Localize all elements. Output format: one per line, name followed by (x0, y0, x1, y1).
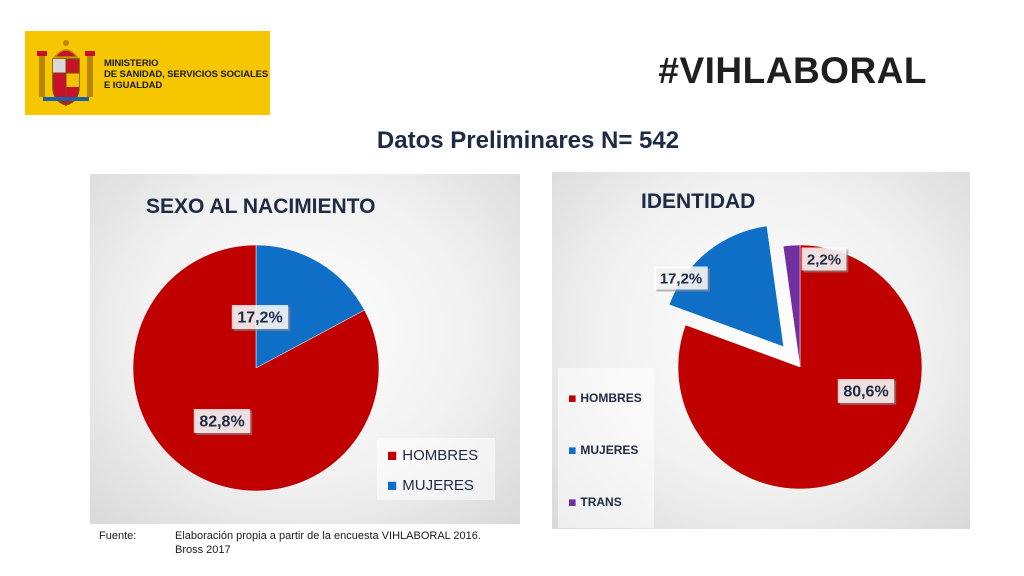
data-label: 80,6% (837, 379, 897, 405)
ministry-logo: MINISTERIO DE SANIDAD, SERVICIOS SOCIALE… (25, 31, 270, 115)
pie-chart-identidad: 2,2% 17,2% 80,6% HOMBRES MUJERES TRANS (558, 225, 923, 528)
data-label-text: 80,6% (843, 384, 888, 401)
ministry-line: MINISTERIO (104, 58, 159, 69)
page-title: Datos Preliminares N= 542 (376, 127, 680, 154)
hashtag-title: #VIHLABORAL (658, 50, 927, 91)
legend-item: MUJERES (388, 477, 474, 494)
data-label-text: 17,2% (237, 310, 282, 327)
ministry-line: DE SANIDAD, SERVICIOS SOCIALES (104, 69, 269, 80)
ministry-name: MINISTERIO DE SANIDAD, SERVICIOS SOCIALE… (104, 58, 268, 91)
pie-slice-mujeres (668, 225, 784, 348)
data-label-text: 2,2% (807, 251, 841, 268)
spanish-coat-of-arms-icon (37, 40, 95, 106)
chart-title: SEXO AL NACIMIENTO (146, 195, 376, 218)
legend-swatch (388, 481, 397, 490)
legend-label: MUJERES (402, 477, 474, 494)
legend-swatch (388, 451, 397, 460)
legend-box (377, 438, 495, 500)
pie-chart-sexo: 17,2% 82,8% HOMBRES MUJERES (132, 244, 495, 500)
source-text: Elaboración propia a partir de la encues… (175, 530, 481, 542)
data-label-text: 82,8% (199, 414, 244, 431)
legend-swatch (569, 499, 576, 506)
legend-label: HOMBRES (402, 447, 478, 464)
legend-item: MUJERES (569, 443, 638, 457)
legend-swatch (569, 447, 576, 454)
chart-panel-sexo: SEXO AL NACIMIENTO 17,2% 82,8% HOMBRES MUJE… (90, 174, 520, 524)
legend-label: TRANS (580, 495, 621, 509)
legend-item: HOMBRES (388, 447, 478, 464)
pie-slice-mujeres (255, 244, 365, 369)
pie-slice-trans (782, 244, 801, 368)
legend-label: MUJERES (580, 443, 638, 457)
chart-panel-identidad: IDENTIDAD 2,2% 17,2% 80,6% HOMBRES MUJERES TR… (552, 172, 970, 529)
data-label: 17,2% (231, 305, 291, 331)
legend-item: TRANS (569, 495, 622, 509)
data-label: 17,2% (654, 266, 710, 292)
chart-title: IDENTIDAD (641, 190, 756, 213)
data-label: 82,8% (193, 409, 253, 435)
source-text: Bross 2017 (175, 544, 231, 556)
legend-swatch (569, 395, 576, 402)
legend-item: HOMBRES (569, 391, 642, 405)
legend-label: HOMBRES (580, 391, 641, 405)
data-label: 2,2% (801, 247, 849, 273)
source-label: Fuente: (99, 530, 137, 542)
data-label-text: 17,2% (660, 270, 703, 287)
ministry-line: E IGUALDAD (104, 80, 163, 91)
